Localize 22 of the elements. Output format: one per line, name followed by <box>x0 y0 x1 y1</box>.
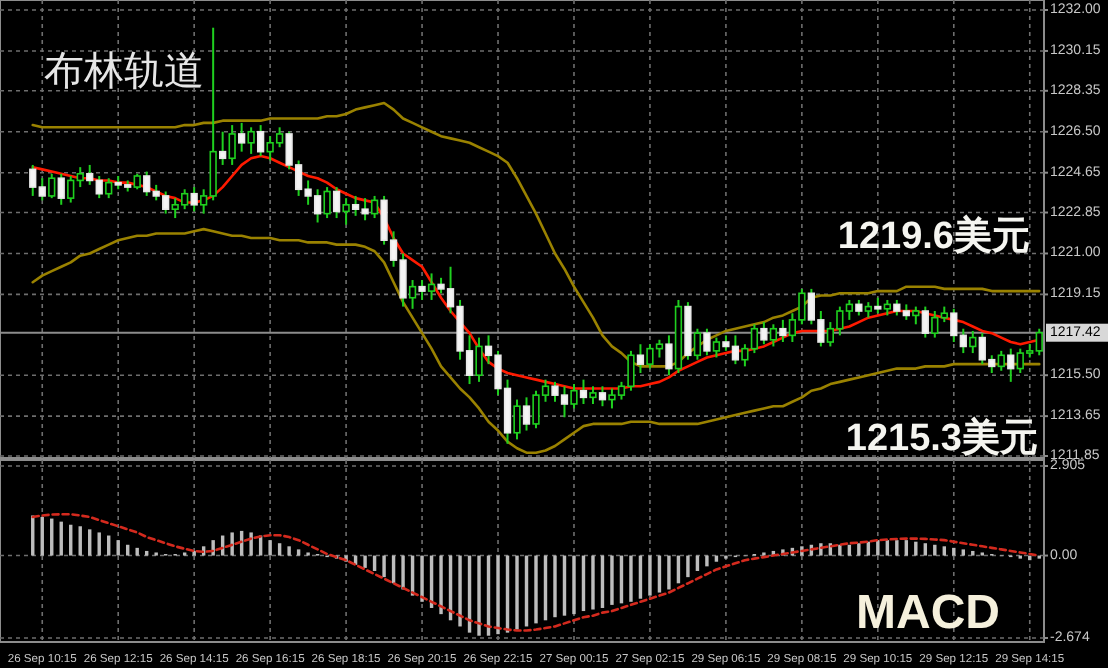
candlestick <box>247 126 255 155</box>
candlestick <box>323 186 331 220</box>
text: 布林轨道 <box>44 50 204 94</box>
line-series <box>31 512 1041 632</box>
candlestick <box>769 323 778 348</box>
text: MACD <box>856 586 1000 640</box>
candlestick <box>997 349 1005 372</box>
candlestick <box>969 329 977 355</box>
candlestick <box>712 336 721 359</box>
annotation: 1219.6美元 <box>837 214 1030 258</box>
candlestick <box>570 383 578 410</box>
annotation: 1215.3美元 <box>845 416 1038 460</box>
candlestick <box>105 177 113 200</box>
candlestick <box>408 279 417 310</box>
candlestick <box>370 194 379 220</box>
candlestick <box>342 197 350 226</box>
candlestick <box>228 124 236 166</box>
candlestick <box>48 172 56 200</box>
candlestick <box>693 327 702 361</box>
candlestick <box>427 272 436 301</box>
candlestick <box>513 398 521 441</box>
candlestick <box>475 336 483 383</box>
